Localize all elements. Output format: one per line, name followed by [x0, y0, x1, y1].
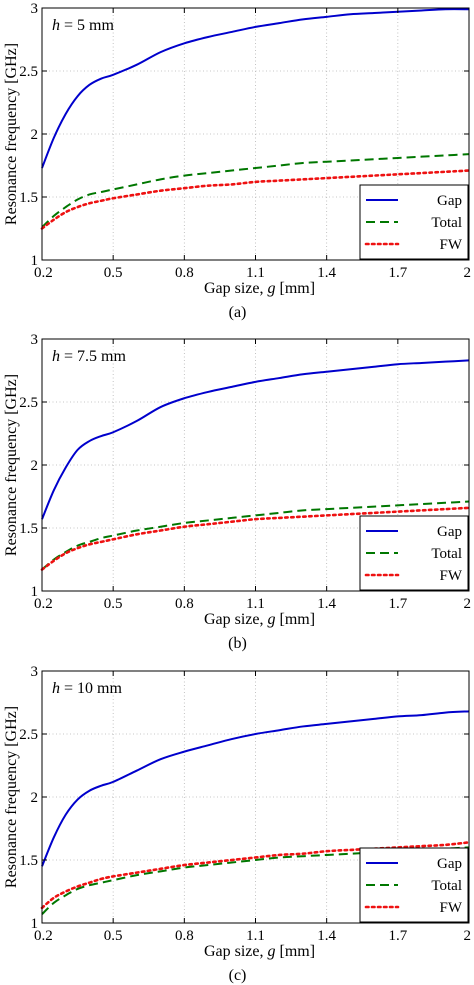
x-axis-label: Gap size, g [mm]: [204, 280, 315, 297]
x-axis-label-text: Gap size,: [204, 943, 268, 960]
series-line-total: [41, 500, 470, 571]
x-tick-label: 0.8: [175, 928, 194, 944]
x-axis-label: Gap size, g [mm]: [204, 611, 315, 628]
x-axis-label-var: g: [267, 611, 275, 628]
y-tick-label: 2.5: [19, 727, 38, 743]
panel-annotation: h = 10 mm: [52, 680, 122, 697]
x-tick-label: 1.7: [388, 265, 407, 281]
legend-label-fw: FW: [440, 568, 463, 584]
y-tick-label: 2.5: [19, 395, 38, 411]
x-tick-label: 1.1: [246, 265, 265, 281]
x-tick-label: 2: [464, 928, 472, 944]
legend-box: [359, 515, 469, 591]
series-line-gap: [41, 359, 470, 520]
x-axis-label-unit: [mm]: [275, 280, 315, 297]
chart-panel-3: 0.2 0.5 0.8 1.1 1.4 1.7 2 1 1.5 2 2.5 3 Gap size, g …: [3, 664, 471, 984]
x-axis-label-var: g: [267, 943, 275, 960]
series-line-fw: [40, 506, 471, 571]
legend-label-gap: Gap: [437, 524, 462, 540]
panel-caption: (a): [229, 304, 247, 321]
legend-label-gap: Gap: [437, 856, 462, 872]
x-tick-label: 1.1: [246, 928, 265, 944]
x-axis-label-text: Gap size,: [204, 611, 268, 628]
legend-label-fw: FW: [440, 237, 463, 253]
y-tick-label: 2.5: [19, 64, 38, 80]
x-tick-label: 0.5: [104, 596, 123, 612]
panel-annotation: h = 5 mm: [52, 17, 114, 34]
x-tick-label: 1.4: [317, 265, 336, 281]
y-tick-label: 2: [31, 458, 39, 474]
legend-label-fw: FW: [440, 900, 463, 916]
legend-label-total: Total: [431, 878, 462, 894]
series-line-fw: [40, 169, 471, 230]
y-axis-label: Resonance frequency [GHz]: [3, 706, 20, 888]
annotation-var: h: [52, 348, 60, 365]
x-axis-label-unit: [mm]: [275, 943, 315, 960]
y-tick-label: 2: [31, 790, 39, 806]
x-tick-label: 0.2: [34, 928, 53, 944]
x-tick-label: 0.8: [175, 596, 194, 612]
legend: Gap Total FW: [359, 847, 469, 923]
x-tick-label: 0.2: [34, 265, 53, 281]
y-tick-label: 1.5: [19, 190, 38, 206]
x-tick-label: 1.4: [317, 596, 336, 612]
panel-caption: (b): [228, 635, 247, 652]
y-tick-label: 3: [31, 664, 39, 680]
x-tick-label: 1.1: [246, 596, 265, 612]
x-tick-label: 2: [464, 596, 472, 612]
y-tick-label: 1.5: [19, 521, 38, 537]
annotation-var: h: [52, 680, 60, 697]
legend-box: [359, 847, 469, 923]
x-tick-label: 0.5: [104, 928, 123, 944]
legend: Gap Total FW: [359, 515, 469, 591]
x-tick-label: 1.4: [317, 928, 336, 944]
y-axis-label: Resonance frequency [GHz]: [3, 43, 20, 225]
x-axis-label-text: Gap size,: [204, 280, 268, 297]
y-axis-label: Resonance frequency [GHz]: [3, 374, 20, 556]
y-tick-label: 3: [31, 1, 39, 17]
annotation-value: = 10 mm: [60, 680, 122, 697]
x-axis-label: Gap size, g [mm]: [204, 943, 315, 960]
y-tick-label: 3: [31, 332, 39, 348]
panel-annotation: h = 7.5 mm: [52, 348, 126, 365]
annotation-value: = 5 mm: [60, 17, 114, 34]
x-axis-label-unit: [mm]: [275, 611, 315, 628]
y-tick-label: 2: [31, 127, 39, 143]
x-tick-label: 0.5: [104, 265, 123, 281]
x-tick-label: 0.2: [34, 596, 53, 612]
chart-panel-2: 0.2 0.5 0.8 1.1 1.4 1.7 2 1 1.5 2 2.5 3 Gap size, g …: [3, 332, 471, 652]
x-tick-label: 2: [464, 265, 472, 281]
x-tick-label: 1.7: [388, 596, 407, 612]
y-tick-label: 1: [31, 916, 39, 932]
panel-caption: (c): [229, 967, 247, 984]
y-tick-label: 1: [31, 253, 39, 269]
y-tick-label: 1: [31, 584, 39, 600]
series-line-total: [41, 153, 470, 228]
series-line-gap: [41, 8, 470, 169]
y-tick-label: 1.5: [19, 853, 38, 869]
legend-label-gap: Gap: [437, 193, 462, 209]
legend-label-total: Total: [431, 546, 462, 562]
series-line-gap: [41, 710, 470, 867]
annotation-value: = 7.5 mm: [60, 348, 126, 365]
legend-box: [359, 184, 469, 260]
chart-panel-1: 0.2 0.5 0.8 1.1 1.4 1.7 2 1 1.5 2 2.5 3 Gap size, g …: [3, 1, 471, 321]
x-tick-label: 0.8: [175, 265, 194, 281]
x-axis-label-var: g: [267, 280, 275, 297]
legend: Gap Total FW: [359, 184, 469, 260]
x-tick-label: 1.7: [388, 928, 407, 944]
legend-label-total: Total: [431, 215, 462, 231]
annotation-var: h: [52, 17, 60, 34]
